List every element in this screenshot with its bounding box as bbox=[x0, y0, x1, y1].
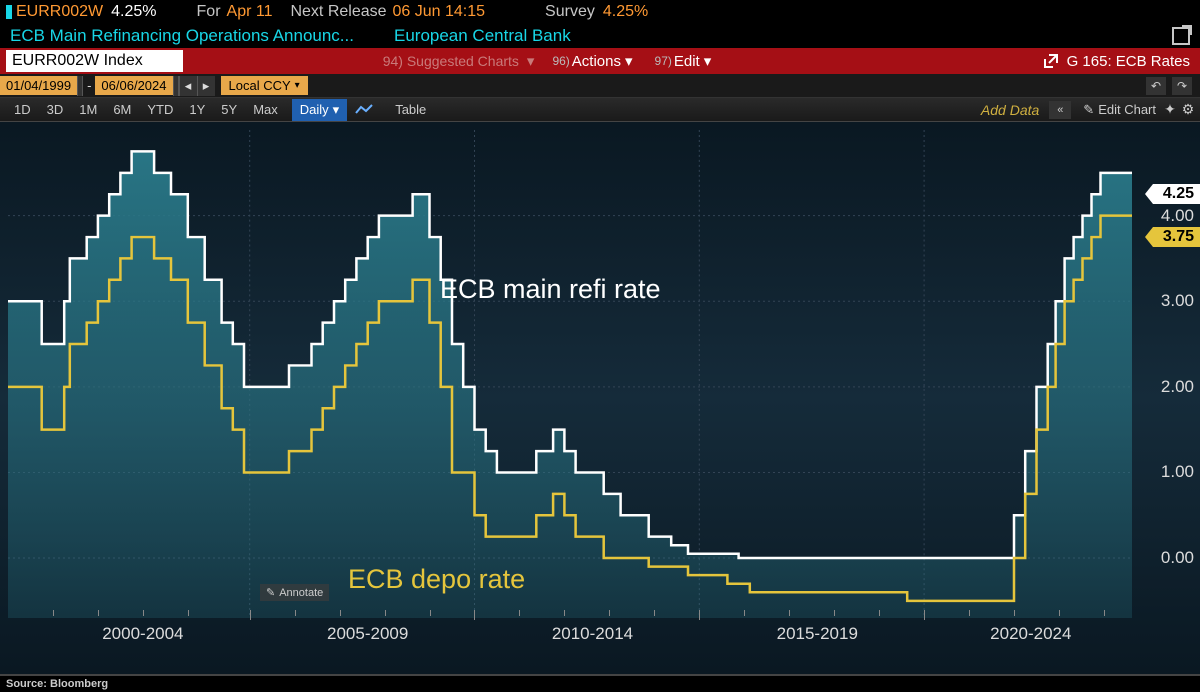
range-toolbar: 1D 3D 1M 6M YTD 1Y 5Y Max Daily ▾ Table … bbox=[0, 98, 1200, 122]
y-tick-label: 4.00 bbox=[1161, 206, 1194, 226]
y-tick-label: 0.00 bbox=[1161, 548, 1194, 568]
chart-area: 0.001.002.003.004.004.253.75 2000-200420… bbox=[0, 122, 1200, 676]
y-tick-label: 2.00 bbox=[1161, 377, 1194, 397]
range-max[interactable]: Max bbox=[245, 99, 286, 120]
range-1m[interactable]: 1M bbox=[71, 99, 105, 120]
date-to-input[interactable]: 06/06/2024 bbox=[95, 76, 172, 95]
index-input[interactable]: EURR002W Index bbox=[6, 50, 183, 72]
range-ytd[interactable]: YTD bbox=[139, 99, 181, 120]
chevron-down-icon: ▾ bbox=[625, 52, 633, 70]
y-axis: 0.00 1.00 2.00 3.00 4.004.25 3.75 bbox=[1138, 130, 1200, 618]
menu-num-edit: 97) bbox=[655, 54, 672, 68]
for-value: Apr 11 bbox=[227, 3, 273, 21]
redo-icon[interactable]: ↷ bbox=[1172, 77, 1192, 95]
edit-chart-button[interactable]: ✎ Edit Chart bbox=[1075, 102, 1164, 118]
date-toolbar: 01/04/1999 - 06/06/2024 ◂ ▸ Local CCY ▾ … bbox=[0, 74, 1200, 98]
add-data-link[interactable]: Add Data bbox=[981, 102, 1049, 118]
menu-num-actions: 96) bbox=[552, 54, 569, 68]
issuer-text: European Central Bank bbox=[394, 26, 571, 46]
value-flag-refi: 4.25 bbox=[1153, 184, 1200, 204]
top-info-bar: EURR002W 4.25% For Apr 11 Next Release 0… bbox=[0, 0, 1200, 24]
chevron-down-icon: ▾ bbox=[333, 102, 340, 118]
ticker-symbol: EURR002W bbox=[16, 3, 103, 21]
share-icon[interactable] bbox=[1043, 53, 1059, 69]
x-tick-label: 2015-2019 bbox=[777, 624, 858, 644]
y-tick-label: 3.00 bbox=[1161, 291, 1194, 311]
prev-button[interactable]: ◂ bbox=[179, 76, 197, 96]
date-from-input[interactable]: 01/04/1999 bbox=[0, 76, 77, 95]
for-label: For bbox=[197, 3, 221, 21]
annotation-refi: ECB main refi rate bbox=[440, 274, 661, 305]
x-tick-label: 2020-2024 bbox=[990, 624, 1071, 644]
survey-value: 4.25% bbox=[603, 3, 648, 21]
chart-plot[interactable] bbox=[8, 130, 1132, 618]
actions-menu[interactable]: Actions bbox=[572, 53, 621, 70]
description-text: ECB Main Refinancing Operations Announc.… bbox=[10, 26, 354, 46]
undo-icon[interactable]: ↶ bbox=[1146, 77, 1166, 95]
collapse-panel-icon[interactable]: « bbox=[1049, 101, 1071, 119]
ticker-pct: 4.25% bbox=[111, 3, 156, 21]
x-tick-label: 2000-2004 bbox=[102, 624, 183, 644]
currency-label: Local CCY bbox=[229, 78, 291, 93]
annotation-depo: ECB depo rate bbox=[348, 564, 525, 595]
x-tick-label: 2005-2009 bbox=[327, 624, 408, 644]
periodicity-label: Daily bbox=[300, 102, 329, 117]
periodicity-dropdown[interactable]: Daily ▾ bbox=[292, 99, 347, 121]
next-release-label: Next Release bbox=[290, 3, 386, 21]
range-1d[interactable]: 1D bbox=[6, 99, 39, 120]
chart-style-icon[interactable] bbox=[353, 101, 375, 119]
value-flag-depo: 3.75 bbox=[1153, 227, 1200, 247]
annotate-label: Annotate bbox=[279, 587, 323, 599]
range-5y[interactable]: 5Y bbox=[213, 99, 245, 120]
currency-dropdown[interactable]: Local CCY ▾ bbox=[221, 76, 308, 95]
pencil-icon: ✎ bbox=[1083, 102, 1094, 118]
y-tick-label: 1.00 bbox=[1161, 462, 1194, 482]
range-1y[interactable]: 1Y bbox=[181, 99, 213, 120]
next-button[interactable]: ▸ bbox=[197, 76, 215, 96]
star-icon[interactable]: ✦ bbox=[1164, 101, 1182, 119]
table-view[interactable]: Table bbox=[387, 99, 434, 120]
pencil-icon: ✎ bbox=[266, 586, 275, 599]
chevron-down-icon: ▾ bbox=[704, 52, 712, 70]
chevron-down-icon: ▾ bbox=[295, 80, 300, 91]
description-bar: ECB Main Refinancing Operations Announc.… bbox=[0, 24, 1200, 48]
source-text: Source: Bloomberg bbox=[6, 678, 108, 690]
next-release-value: 06 Jun 14:15 bbox=[393, 3, 486, 21]
edit-chart-label: Edit Chart bbox=[1098, 102, 1156, 117]
page-code: G 165: ECB Rates bbox=[1067, 53, 1190, 70]
source-bar: Source: Bloomberg bbox=[0, 676, 1200, 692]
menu-bar: EURR002W Index 94) Suggested Charts ▾ 96… bbox=[0, 48, 1200, 74]
chevron-down-icon: ▾ bbox=[527, 52, 535, 70]
gear-icon[interactable]: ⚙ bbox=[1182, 101, 1200, 119]
range-6m[interactable]: 6M bbox=[105, 99, 139, 120]
range-3d[interactable]: 3D bbox=[39, 99, 72, 120]
x-tick-label: 2010-2014 bbox=[552, 624, 633, 644]
suggested-charts-menu[interactable]: 94) Suggested Charts bbox=[383, 53, 519, 69]
popout-icon[interactable] bbox=[1172, 27, 1190, 45]
ticker-marker bbox=[6, 5, 12, 19]
x-axis: 2000-2004 2005-2009 2010-2014 2015-2019 2020… bbox=[8, 624, 1132, 654]
date-dash: - bbox=[83, 78, 95, 93]
edit-menu[interactable]: Edit bbox=[674, 53, 700, 70]
survey-label: Survey bbox=[545, 3, 595, 21]
annotate-button[interactable]: ✎ Annotate bbox=[260, 584, 329, 601]
